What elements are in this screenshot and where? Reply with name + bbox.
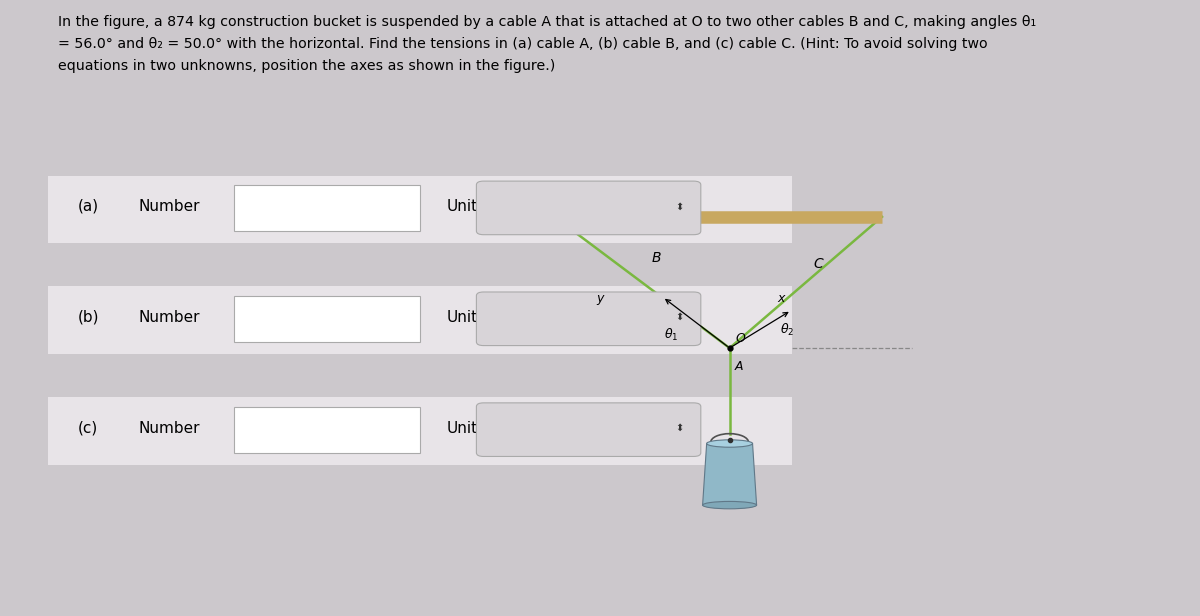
Ellipse shape <box>702 501 757 509</box>
Text: A: A <box>734 360 743 373</box>
Text: x: x <box>778 292 785 305</box>
FancyBboxPatch shape <box>48 286 792 354</box>
FancyBboxPatch shape <box>476 403 701 456</box>
Text: B: B <box>652 251 661 265</box>
Text: (b): (b) <box>78 310 100 325</box>
Polygon shape <box>703 444 756 505</box>
Text: Number: Number <box>138 310 199 325</box>
Text: O: O <box>736 332 745 345</box>
Text: Units: Units <box>446 421 486 436</box>
FancyBboxPatch shape <box>48 397 792 465</box>
FancyBboxPatch shape <box>234 185 420 231</box>
Text: ⬍: ⬍ <box>676 312 683 322</box>
Text: Number: Number <box>138 421 199 436</box>
FancyBboxPatch shape <box>476 292 701 346</box>
Text: (a): (a) <box>78 199 100 214</box>
Text: = 56.0° and θ₂ = 50.0° with the horizontal. Find the tensions in (a) cable A, (b: = 56.0° and θ₂ = 50.0° with the horizont… <box>58 37 988 51</box>
Ellipse shape <box>707 440 752 447</box>
Text: Number: Number <box>138 199 199 214</box>
Text: y: y <box>596 292 604 305</box>
FancyBboxPatch shape <box>234 296 420 342</box>
FancyBboxPatch shape <box>48 176 792 243</box>
FancyBboxPatch shape <box>476 181 701 235</box>
FancyBboxPatch shape <box>234 407 420 453</box>
Text: ⬍: ⬍ <box>676 423 683 433</box>
Text: Units: Units <box>446 310 486 325</box>
Text: equations in two unknowns, position the axes as shown in the figure.): equations in two unknowns, position the … <box>58 59 554 73</box>
Text: $\theta_1$: $\theta_1$ <box>664 327 678 343</box>
Text: Units: Units <box>446 199 486 214</box>
Text: In the figure, a 874 kg construction bucket is suspended by a cable A that is at: In the figure, a 874 kg construction buc… <box>58 15 1036 30</box>
Text: (c): (c) <box>78 421 98 436</box>
Text: $\theta_2$: $\theta_2$ <box>780 322 794 338</box>
Text: ⬍: ⬍ <box>676 201 683 211</box>
Text: C: C <box>814 257 823 271</box>
